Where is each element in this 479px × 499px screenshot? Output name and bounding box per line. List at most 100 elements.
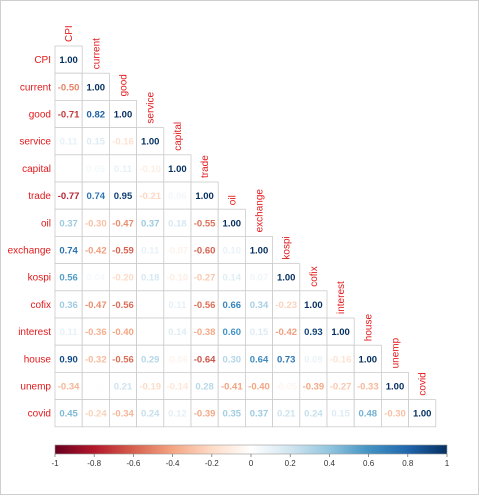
col-label-trade: trade (200, 155, 211, 178)
cell-covid-capital (163, 399, 192, 428)
value-kospi-capital: -0.10 (167, 273, 189, 284)
colorbar (54, 444, 448, 455)
value-kospi-trade: -0.27 (194, 273, 216, 284)
value-covid-oil: 0.35 (223, 409, 242, 420)
value-oil-good: -0.47 (112, 218, 134, 229)
cell-unemp-oil (217, 371, 246, 400)
value-oil-service: 0.37 (141, 218, 160, 229)
value-covid-covid: 1.00 (413, 409, 432, 420)
cell-unemp-trade (190, 371, 219, 400)
cell-capital-service (136, 154, 165, 183)
col-label-cofix: cofix (309, 266, 320, 287)
cell-unemp-unemp (380, 371, 409, 400)
value-kospi-good: -0.20 (112, 273, 134, 284)
value-exchange-trade: -0.60 (194, 246, 216, 257)
cell-house-current (81, 344, 110, 373)
value-house-CPI: 0.90 (59, 354, 78, 365)
row-label-good: good (29, 110, 51, 121)
value-covid-good: -0.34 (112, 409, 134, 420)
value-service-good: -0.16 (112, 137, 134, 148)
value-oil-capital: 0.18 (168, 218, 187, 229)
row-label-interest: interest (18, 327, 51, 338)
value-house-good: -0.56 (112, 354, 134, 365)
cell-oil-CPI (54, 208, 83, 237)
value-covid-exchange: 0.37 (250, 409, 269, 420)
cell-kospi-trade (190, 263, 219, 292)
value-capital-good: 0.11 (114, 164, 133, 175)
row-label-current: current (20, 82, 51, 93)
value-kospi-oil: 0.14 (223, 273, 242, 284)
value-covid-unemp: -0.30 (384, 409, 406, 420)
value-cofix-oil: 0.66 (223, 300, 242, 311)
cell-good-good (109, 100, 138, 129)
value-covid-interest: 0.15 (331, 409, 350, 420)
col-label-house: house (363, 314, 374, 342)
value-covid-kospi: 0.21 (277, 409, 296, 420)
cell-interest-CPI (54, 317, 83, 346)
value-cofix-trade: -0.56 (194, 300, 216, 311)
value-unemp-service: -0.19 (139, 382, 161, 393)
col-label-good: good (119, 74, 130, 96)
cell-unemp-service (136, 371, 165, 400)
cell-cofix-cofix (299, 290, 328, 319)
cell-cofix-capital (163, 290, 192, 319)
value-unemp-kospi: -0.05 (275, 382, 297, 393)
value-oil-oil: 1.00 (223, 218, 242, 229)
value-current-CPI: -0.50 (58, 82, 80, 93)
value-interest-CPI: 0.11 (60, 327, 79, 338)
value-unemp-oil: -0.41 (221, 382, 243, 393)
row-label-unemp: unemp (20, 382, 51, 393)
cell-cofix-good (109, 290, 138, 319)
value-house-capital: -0.06 (167, 354, 189, 365)
value-house-trade: -0.64 (194, 354, 216, 365)
colorbar-tick-label: 1 (445, 459, 450, 468)
value-cofix-CPI: 0.36 (59, 300, 78, 311)
col-label-capital: capital (173, 122, 184, 151)
colorbar-tick-label: -0.2 (205, 459, 219, 468)
cell-cofix-current (81, 290, 110, 319)
colorbar-tick-label: -1 (51, 459, 59, 468)
value-house-oil: 0.30 (223, 354, 242, 365)
cell-house-CPI (54, 344, 83, 373)
value-exchange-oil: 0.10 (223, 246, 242, 257)
value-interest-good: -0.40 (112, 327, 134, 338)
value-interest-trade: -0.38 (194, 327, 216, 338)
value-unemp-exchange: -0.40 (248, 382, 270, 393)
row-label-service: service (19, 137, 51, 148)
cell-covid-exchange (244, 399, 273, 428)
value-good-good: 1.00 (114, 110, 133, 121)
cell-unemp-kospi (272, 371, 301, 400)
cell-covid-service (136, 399, 165, 428)
row-label-covid: covid (28, 409, 51, 420)
value-unemp-CPI: -0.34 (58, 382, 80, 393)
value-interest-cofix: 0.93 (304, 327, 323, 338)
value-service-current: 0.15 (87, 137, 106, 148)
col-label-kospi: kospi (282, 236, 293, 259)
cell-covid-covid (408, 399, 437, 428)
cell-trade-capital (163, 181, 192, 210)
value-exchange-current: -0.42 (85, 246, 107, 257)
value-capital-service: -0.10 (139, 164, 161, 175)
colorbar-tick-label: 0.8 (402, 459, 414, 468)
value-unemp-good: 0.21 (114, 382, 133, 393)
col-label-current: current (91, 38, 102, 69)
row-label-house: house (24, 354, 52, 365)
colorbar-tick-label: 0.4 (324, 459, 336, 468)
value-covid-capital: 0.12 (168, 409, 187, 420)
colorbar-tick-label: 0.6 (363, 459, 375, 468)
colorbar-tick-label: -0.6 (127, 459, 141, 468)
cell-current-CPI (54, 72, 83, 101)
cell-covid-house (353, 399, 382, 428)
cell-kospi-CPI (54, 263, 83, 292)
cell-interest-service (136, 317, 165, 346)
value-trade-current: 0.74 (87, 191, 106, 202)
row-label-cofix: cofix (30, 300, 51, 311)
value-cofix-cofix: 1.00 (304, 300, 323, 311)
value-trade-CPI: -0.77 (58, 191, 80, 202)
value-covid-CPI: 0.45 (59, 409, 78, 420)
row-label-CPI: CPI (34, 55, 51, 66)
value-exchange-exchange: 1.00 (250, 246, 269, 257)
cell-kospi-kospi (272, 263, 301, 292)
cell-unemp-good (109, 371, 138, 400)
